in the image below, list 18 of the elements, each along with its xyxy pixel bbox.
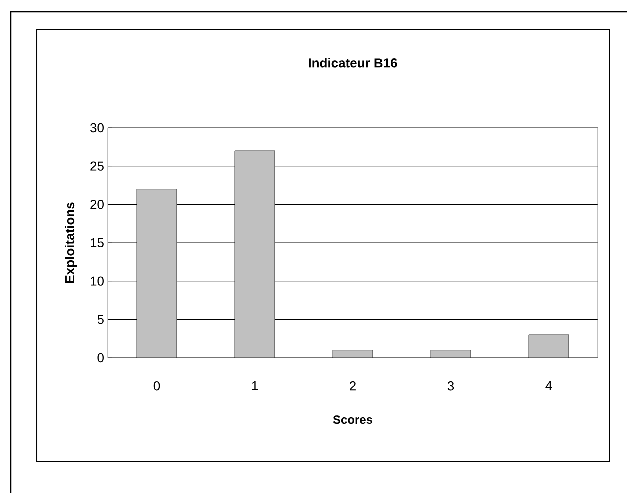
bar — [528, 334, 570, 358]
x-tick-label: 0 — [154, 382, 160, 391]
y-tick-label: 10 — [91, 276, 104, 286]
bar — [136, 189, 178, 358]
y-tick-label: 5 — [98, 315, 104, 324]
y-tick-label: 25 — [90, 162, 104, 171]
y-tick-label: 30 — [90, 123, 104, 133]
x-axis-title: Scores — [333, 416, 373, 424]
chart-title: Indicateur B16 — [309, 58, 398, 68]
x-tick-label: 4 — [546, 382, 552, 390]
x-tick-label: 1 — [252, 382, 258, 390]
bar — [234, 150, 276, 358]
x-tick-label: 3 — [448, 382, 454, 391]
y-tick-label: 0 — [98, 353, 104, 363]
y-axis-title: Exploitations — [65, 202, 78, 283]
y-tick-label: 15 — [91, 238, 104, 248]
x-tick-label: 2 — [350, 382, 356, 391]
y-tick-label: 20 — [90, 200, 104, 210]
